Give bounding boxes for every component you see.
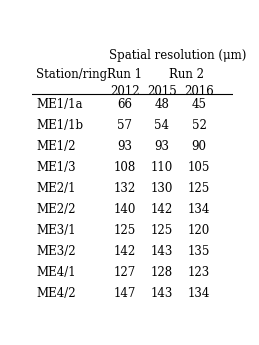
Text: 90: 90 [191, 140, 206, 153]
Text: 125: 125 [114, 224, 136, 237]
Text: ME1/1a: ME1/1a [36, 98, 83, 111]
Text: ME2/1: ME2/1 [36, 182, 76, 195]
Text: 130: 130 [151, 182, 173, 195]
Text: Station/ring: Station/ring [36, 68, 107, 81]
Text: ME1/1b: ME1/1b [36, 119, 83, 132]
Text: 52: 52 [192, 119, 206, 132]
Text: 66: 66 [117, 98, 132, 111]
Text: ME4/2: ME4/2 [36, 287, 76, 300]
Text: ME1/3: ME1/3 [36, 161, 76, 174]
Text: ME3/1: ME3/1 [36, 224, 76, 237]
Text: 125: 125 [188, 182, 210, 195]
Text: 147: 147 [113, 287, 136, 300]
Text: 2012: 2012 [110, 85, 140, 98]
Text: 134: 134 [188, 203, 210, 216]
Text: 127: 127 [114, 266, 136, 279]
Text: 2016: 2016 [184, 85, 214, 98]
Text: 110: 110 [151, 161, 173, 174]
Text: 120: 120 [188, 224, 210, 237]
Text: 54: 54 [154, 119, 169, 132]
Text: 48: 48 [154, 98, 169, 111]
Text: 143: 143 [151, 287, 173, 300]
Text: Spatial resolution (μm): Spatial resolution (μm) [109, 49, 247, 62]
Text: 105: 105 [188, 161, 210, 174]
Text: 128: 128 [151, 266, 173, 279]
Text: ME1/2: ME1/2 [36, 140, 76, 153]
Text: 132: 132 [114, 182, 136, 195]
Text: ME3/2: ME3/2 [36, 245, 76, 258]
Text: 123: 123 [188, 266, 210, 279]
Text: 108: 108 [114, 161, 136, 174]
Text: 142: 142 [151, 203, 173, 216]
Text: ME2/2: ME2/2 [36, 203, 76, 216]
Text: 143: 143 [151, 245, 173, 258]
Text: 135: 135 [188, 245, 210, 258]
Text: 125: 125 [151, 224, 173, 237]
Text: 142: 142 [114, 245, 136, 258]
Text: 2015: 2015 [147, 85, 177, 98]
Text: 134: 134 [188, 287, 210, 300]
Text: 93: 93 [154, 140, 169, 153]
Text: 140: 140 [113, 203, 136, 216]
Text: 45: 45 [191, 98, 206, 111]
Text: Run 1: Run 1 [107, 68, 142, 81]
Text: 93: 93 [117, 140, 132, 153]
Text: ME4/1: ME4/1 [36, 266, 76, 279]
Text: Run 2: Run 2 [169, 68, 204, 81]
Text: 57: 57 [117, 119, 132, 132]
